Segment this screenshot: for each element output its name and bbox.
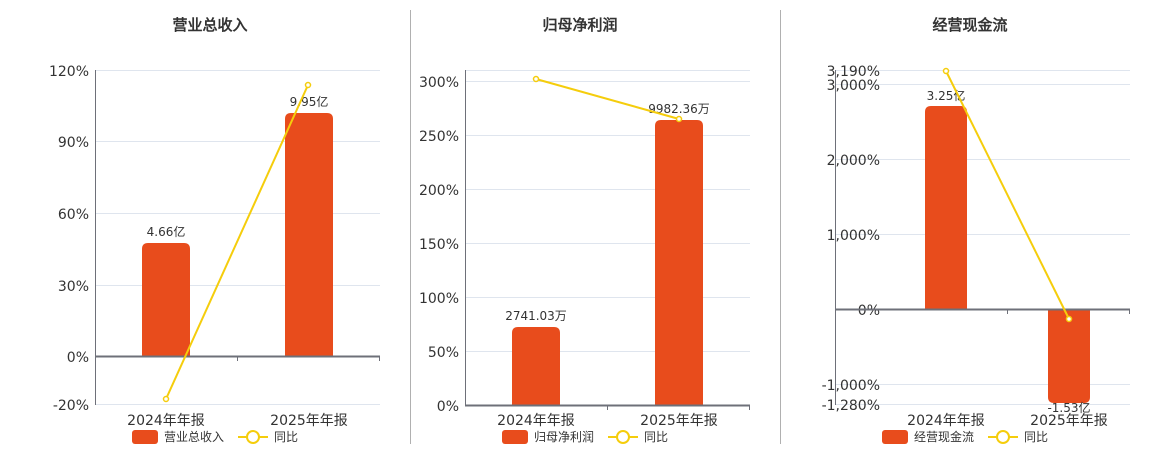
y-tick-label: -1,280%	[822, 398, 880, 414]
legend-bar-label[interactable]: 经营现金流	[914, 430, 975, 444]
bar-2025[interactable]	[655, 120, 703, 405]
yoy-point[interactable]	[1065, 315, 1073, 323]
yoy-point[interactable]	[532, 75, 540, 83]
legend-line-label[interactable]: 同比	[274, 430, 299, 444]
legend-line-label[interactable]: 同比	[1024, 430, 1049, 444]
yoy-line	[165, 84, 309, 400]
chart-plot-net-profit: 300% 250% 200% 150% 100% 50% 0% 2741.03万…	[419, 70, 750, 429]
bar-2024[interactable]	[512, 327, 560, 405]
chart-legend: 营业总收入 同比	[132, 428, 306, 445]
y-tick-label: -1,000%	[822, 378, 880, 394]
chart-title: 经营现金流	[932, 16, 1008, 34]
y-tick-label: 150%	[419, 237, 459, 253]
y-tick-label: 3,190%	[827, 64, 880, 80]
x-tick-label: 2024年年报	[907, 413, 985, 429]
y-tick-label: 3,000%	[827, 78, 880, 94]
x-tick-label: 2025年年报	[270, 413, 348, 429]
bar-2025[interactable]	[1048, 309, 1090, 403]
chart-panel-operating-cash-flow: 经营现金流 3,190% 3,000% 2,000% 1,000% 0% -1,…	[780, 0, 1160, 450]
chart-plot-operating-cash-flow: 3,190% 3,000% 2,000% 1,000% 0% -1,000% -…	[822, 64, 1130, 429]
yoy-point[interactable]	[304, 81, 312, 89]
chart-legend: 经营现金流 同比	[882, 428, 1056, 445]
y-tick-label: 90%	[58, 135, 89, 151]
y-tick-label: 60%	[58, 207, 89, 223]
y-tick-label: 1,000%	[827, 228, 880, 244]
bar-value-label: 9.95亿	[290, 94, 329, 109]
legend-bar-label[interactable]: 归母净利润	[534, 430, 595, 444]
yoy-point[interactable]	[675, 115, 683, 123]
y-tick-label: 0%	[437, 399, 459, 415]
legend-bar-label[interactable]: 营业总收入	[164, 430, 225, 444]
bar-2024[interactable]	[142, 243, 190, 356]
panel-separator-2	[780, 10, 781, 444]
bar-value-label: 4.66亿	[147, 224, 186, 239]
x-tick-label: 2024年年报	[127, 413, 205, 429]
bar-2025[interactable]	[285, 113, 333, 356]
legend-bar-swatch[interactable]	[882, 429, 908, 444]
x-tick-label: 2025年年报	[640, 413, 718, 429]
y-tick-label: 200%	[419, 183, 459, 199]
yoy-point[interactable]	[942, 67, 950, 75]
legend-line-icon[interactable]	[238, 429, 269, 444]
bar-value-label: -1.53亿	[1047, 400, 1090, 415]
chart-plot-revenue: 120% 90% 60% 30% 0% -20% 4.66亿 9.95亿 202…	[49, 64, 380, 429]
chart-legend: 归母净利润 同比	[502, 428, 676, 445]
y-tick-label: 0%	[858, 303, 880, 319]
legend-bar-swatch[interactable]	[502, 429, 528, 444]
chart-panel-net-profit: 归母净利润 300% 250% 200% 150% 100% 50% 0% 27…	[370, 0, 780, 450]
bar-value-label: 3.25亿	[927, 88, 966, 103]
y-tick-label: 100%	[419, 291, 459, 307]
y-tick-label: 50%	[428, 345, 459, 361]
y-tick-label: -20%	[53, 398, 89, 414]
legend-line-icon[interactable]	[988, 429, 1019, 444]
yoy-line	[535, 78, 680, 120]
chart-panel-revenue: 营业总收入 120% 90% 60% 30% 0% -20% 4.66亿 9.9…	[0, 0, 410, 450]
y-tick-label: 250%	[419, 129, 459, 145]
legend-bar-swatch[interactable]	[132, 429, 158, 444]
legend-line-icon[interactable]	[608, 429, 639, 444]
y-tick-label: 2,000%	[827, 153, 880, 169]
yoy-line	[945, 70, 1070, 320]
bar-value-label: 2741.03万	[505, 309, 567, 323]
y-tick-label: 30%	[58, 279, 89, 295]
panel-separator-1	[410, 10, 411, 444]
bar-value-label: 9982.36万	[648, 102, 710, 116]
x-tick-label: 2024年年报	[497, 413, 575, 429]
bar-2024[interactable]	[925, 106, 967, 309]
legend-line-label[interactable]: 同比	[644, 430, 669, 444]
y-tick-label: 300%	[419, 75, 459, 91]
chart-title: 归母净利润	[542, 16, 618, 34]
yoy-point[interactable]	[162, 395, 170, 403]
chart-title: 营业总收入	[172, 16, 248, 34]
y-tick-label: 120%	[49, 64, 89, 80]
x-tick-label: 2025年年报	[1030, 413, 1108, 429]
y-tick-label: 0%	[67, 350, 89, 366]
